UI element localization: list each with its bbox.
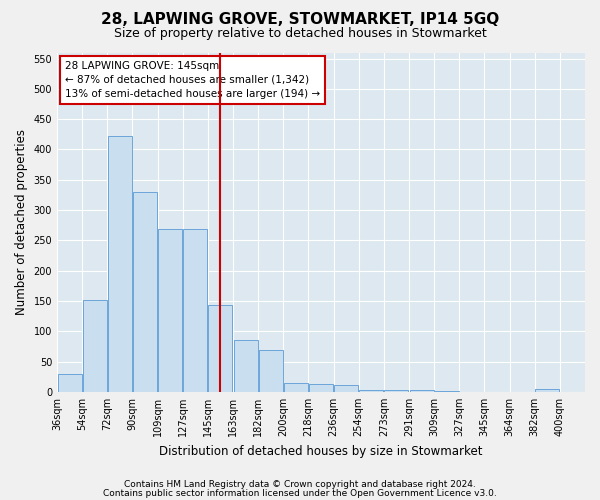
Bar <box>309 384 333 392</box>
Y-axis label: Number of detached properties: Number of detached properties <box>15 129 28 315</box>
Bar <box>385 390 409 392</box>
Bar <box>108 136 132 392</box>
Text: 28, LAPWING GROVE, STOWMARKET, IP14 5GQ: 28, LAPWING GROVE, STOWMARKET, IP14 5GQ <box>101 12 499 28</box>
Bar <box>410 390 434 392</box>
X-axis label: Distribution of detached houses by size in Stowmarket: Distribution of detached houses by size … <box>159 444 483 458</box>
Text: Contains HM Land Registry data © Crown copyright and database right 2024.: Contains HM Land Registry data © Crown c… <box>124 480 476 489</box>
Bar <box>83 300 107 392</box>
Bar <box>359 390 383 392</box>
Bar <box>133 192 157 392</box>
Text: 28 LAPWING GROVE: 145sqm
← 87% of detached houses are smaller (1,342)
13% of sem: 28 LAPWING GROVE: 145sqm ← 87% of detach… <box>65 61 320 99</box>
Bar <box>284 383 308 392</box>
Bar <box>259 350 283 392</box>
Bar <box>158 230 182 392</box>
Bar <box>535 389 559 392</box>
Bar <box>58 374 82 392</box>
Text: Size of property relative to detached houses in Stowmarket: Size of property relative to detached ho… <box>113 28 487 40</box>
Bar <box>334 386 358 392</box>
Bar <box>233 340 257 392</box>
Text: Contains public sector information licensed under the Open Government Licence v3: Contains public sector information licen… <box>103 489 497 498</box>
Bar <box>208 306 232 392</box>
Bar <box>184 230 208 392</box>
